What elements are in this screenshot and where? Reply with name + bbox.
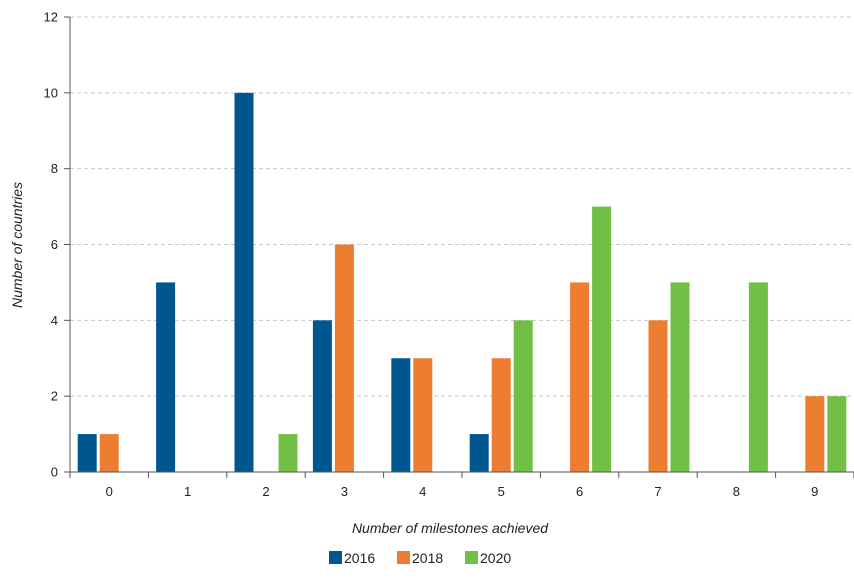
y-tick-label: 12 xyxy=(44,10,58,25)
bar-2016-5 xyxy=(469,434,489,472)
y-tick-label: 0 xyxy=(51,465,58,480)
bar-2016-3 xyxy=(312,320,332,472)
x-tick-label: 7 xyxy=(654,484,661,499)
bar-2020-8 xyxy=(748,282,768,472)
x-tick-label: 2 xyxy=(262,484,269,499)
y-axis-title: Number of countries xyxy=(9,182,25,308)
x-tick-label: 6 xyxy=(576,484,583,499)
legend-swatch-2018 xyxy=(397,551,410,564)
y-tick-label: 10 xyxy=(44,85,58,100)
x-axis-title: Number of milestones achieved xyxy=(352,520,549,536)
legend-label-2016: 2016 xyxy=(344,550,375,566)
legend: 2016 2018 2020 xyxy=(329,550,511,566)
x-tick-label: 0 xyxy=(106,484,113,499)
y-tick-label: 6 xyxy=(51,237,58,252)
x-tick-label: 3 xyxy=(341,484,348,499)
bar-2020-6 xyxy=(592,206,612,473)
bar-2016-1 xyxy=(156,282,176,472)
legend-label-2018: 2018 xyxy=(412,550,443,566)
bar-2018-9 xyxy=(805,396,825,472)
y-tick-label: 8 xyxy=(51,161,58,176)
y-tick-label: 4 xyxy=(51,313,58,328)
x-tick-label: 9 xyxy=(811,484,818,499)
bar-2020-2 xyxy=(278,434,298,472)
legend-label-2020: 2020 xyxy=(480,550,511,566)
bar-2016-2 xyxy=(234,92,254,472)
bar-2020-5 xyxy=(513,320,533,472)
bar-2016-0 xyxy=(77,434,97,472)
bar-2018-3 xyxy=(334,244,354,472)
bar-2020-7 xyxy=(670,282,690,472)
x-tick-label: 1 xyxy=(184,484,191,499)
x-tick-label: 8 xyxy=(733,484,740,499)
legend-swatch-2016 xyxy=(329,551,342,564)
bar-2018-5 xyxy=(491,358,511,472)
bar-2018-0 xyxy=(99,434,119,472)
x-tick-label: 5 xyxy=(498,484,505,499)
bars xyxy=(77,92,847,473)
bar-2020-9 xyxy=(827,396,847,472)
bar-2018-7 xyxy=(648,320,668,472)
legend-swatch-2020 xyxy=(465,551,478,564)
y-tick-label: 2 xyxy=(51,389,58,404)
gridlines xyxy=(70,16,854,397)
bar-2018-4 xyxy=(413,358,433,472)
bar-2016-4 xyxy=(391,358,411,472)
x-tick-label: 4 xyxy=(419,484,426,499)
bar-2018-6 xyxy=(570,282,590,472)
